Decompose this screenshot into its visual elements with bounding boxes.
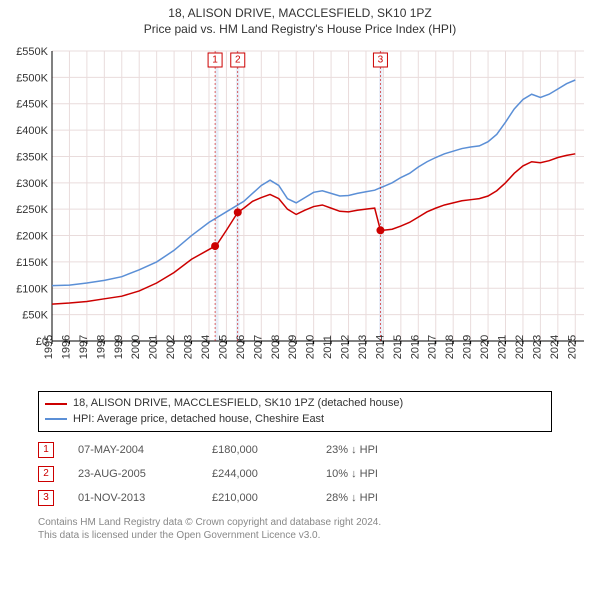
x-tick-label: 2019 bbox=[462, 335, 474, 359]
x-tick-label: 1997 bbox=[78, 335, 90, 359]
x-tick-label: 2021 bbox=[497, 335, 509, 359]
x-tick-label: 1995 bbox=[43, 335, 55, 359]
title-address: 18, ALISON DRIVE, MACCLESFIELD, SK10 1PZ bbox=[0, 6, 600, 22]
x-tick-label: 2014 bbox=[374, 335, 386, 359]
x-tick-label: 2022 bbox=[514, 335, 526, 359]
event-band bbox=[379, 51, 382, 341]
sale-price: £244,000 bbox=[212, 468, 302, 480]
legend-label: 18, ALISON DRIVE, MACCLESFIELD, SK10 1PZ… bbox=[73, 396, 403, 411]
chart-container: 18, ALISON DRIVE, MACCLESFIELD, SK10 1PZ… bbox=[0, 0, 600, 590]
title-block: 18, ALISON DRIVE, MACCLESFIELD, SK10 1PZ… bbox=[0, 0, 600, 37]
x-tick-label: 2011 bbox=[322, 335, 334, 359]
chart-area: £0£50K£100K£150K£200K£250K£300K£350K£400… bbox=[10, 43, 590, 383]
sale-row: 3 01-NOV-2013 £210,000 28% ↓ HPI bbox=[38, 486, 590, 510]
y-tick-label: £250K bbox=[16, 204, 48, 216]
attribution-line1: Contains HM Land Registry data © Crown c… bbox=[38, 516, 590, 529]
attribution: Contains HM Land Registry data © Crown c… bbox=[38, 516, 590, 542]
sale-marker-num: 2 bbox=[235, 55, 241, 66]
x-tick-label: 2016 bbox=[409, 335, 421, 359]
sales-table: 1 07-MAY-2004 £180,000 23% ↓ HPI 2 23-AUG-200… bbox=[38, 438, 590, 510]
sale-marker-num: 1 bbox=[212, 55, 218, 66]
sale-delta: 28% ↓ HPI bbox=[326, 492, 378, 504]
attribution-line2: This data is licensed under the Open Gov… bbox=[38, 529, 590, 542]
event-band bbox=[215, 51, 218, 341]
x-tick-label: 2002 bbox=[165, 335, 177, 359]
y-tick-label: £100K bbox=[16, 283, 48, 295]
y-tick-label: £350K bbox=[16, 152, 48, 164]
y-tick-label: £400K bbox=[16, 125, 48, 137]
legend-row: HPI: Average price, detached house, Ches… bbox=[45, 412, 545, 427]
x-tick-label: 2017 bbox=[427, 335, 439, 359]
y-tick-label: £300K bbox=[16, 178, 48, 190]
legend-row: 18, ALISON DRIVE, MACCLESFIELD, SK10 1PZ… bbox=[45, 396, 545, 411]
x-tick-label: 2010 bbox=[305, 335, 317, 359]
y-tick-label: £50K bbox=[22, 310, 48, 322]
x-tick-label: 2007 bbox=[252, 335, 264, 359]
x-tick-label: 2000 bbox=[130, 335, 142, 359]
price-chart: £0£50K£100K£150K£200K£250K£300K£350K£400… bbox=[10, 43, 590, 383]
sale-date: 07-MAY-2004 bbox=[78, 444, 188, 456]
legend-label: HPI: Average price, detached house, Ches… bbox=[73, 412, 324, 427]
y-tick-label: £150K bbox=[16, 257, 48, 269]
sale-num: 3 bbox=[38, 490, 54, 506]
x-tick-label: 2005 bbox=[217, 335, 229, 359]
y-tick-label: £550K bbox=[16, 46, 48, 58]
x-tick-label: 1998 bbox=[95, 335, 107, 359]
x-tick-label: 2001 bbox=[148, 335, 160, 359]
x-tick-label: 1999 bbox=[113, 335, 125, 359]
sale-num: 1 bbox=[38, 442, 54, 458]
legend: 18, ALISON DRIVE, MACCLESFIELD, SK10 1PZ… bbox=[38, 391, 552, 432]
sale-price: £180,000 bbox=[212, 444, 302, 456]
x-tick-label: 2015 bbox=[392, 335, 404, 359]
x-tick-label: 2006 bbox=[235, 335, 247, 359]
x-tick-label: 2020 bbox=[479, 335, 491, 359]
sale-delta: 10% ↓ HPI bbox=[326, 468, 378, 480]
legend-swatch bbox=[45, 403, 67, 405]
x-tick-label: 2018 bbox=[444, 335, 456, 359]
x-tick-label: 1996 bbox=[60, 335, 72, 359]
x-tick-label: 2008 bbox=[270, 335, 282, 359]
x-tick-label: 2012 bbox=[340, 335, 352, 359]
sale-row: 2 23-AUG-2005 £244,000 10% ↓ HPI bbox=[38, 462, 590, 486]
legend-swatch bbox=[45, 418, 67, 420]
x-tick-label: 2004 bbox=[200, 335, 212, 359]
title-subtitle: Price paid vs. HM Land Registry's House … bbox=[0, 22, 600, 38]
sale-row: 1 07-MAY-2004 £180,000 23% ↓ HPI bbox=[38, 438, 590, 462]
x-tick-label: 2003 bbox=[183, 335, 195, 359]
sale-date: 23-AUG-2005 bbox=[78, 468, 188, 480]
y-tick-label: £500K bbox=[16, 73, 48, 85]
y-tick-label: £450K bbox=[16, 99, 48, 111]
x-tick-label: 2024 bbox=[549, 335, 561, 359]
x-tick-label: 2023 bbox=[531, 335, 543, 359]
x-tick-label: 2009 bbox=[287, 335, 299, 359]
x-tick-label: 2025 bbox=[566, 335, 578, 359]
sale-num: 2 bbox=[38, 466, 54, 482]
y-tick-label: £200K bbox=[16, 231, 48, 243]
x-tick-label: 2013 bbox=[357, 335, 369, 359]
sale-price: £210,000 bbox=[212, 492, 302, 504]
sale-date: 01-NOV-2013 bbox=[78, 492, 188, 504]
sale-delta: 23% ↓ HPI bbox=[326, 444, 378, 456]
sale-marker-num: 3 bbox=[378, 55, 384, 66]
